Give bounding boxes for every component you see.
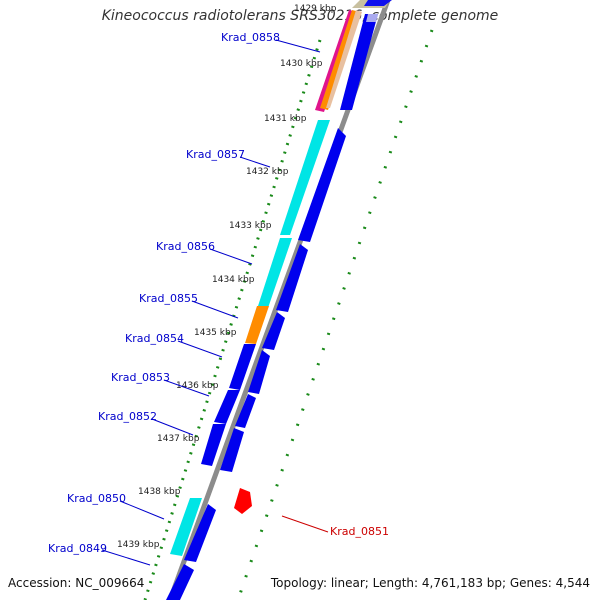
cds-krad0852	[220, 428, 244, 472]
gene-label[interactable]: Krad_0853	[111, 371, 170, 384]
gene-label[interactable]: Krad_0851	[330, 525, 389, 538]
gene-label[interactable]: Krad_0854	[125, 332, 184, 345]
cds-krad0851-reverse	[234, 488, 252, 514]
cds-krad0855	[262, 312, 285, 350]
cds-krad0853	[235, 394, 256, 428]
tick-label: 1431 kbp	[264, 114, 307, 124]
cog-block-krad0858-beige	[326, 10, 362, 108]
gene-labels: Krad_0858 Krad_0857 Krad_0856 Krad_0855 …	[48, 31, 389, 555]
kbp-tick-labels: 1429 kbp 1430 kbp 1431 kbp 1432 kbp 1433…	[117, 4, 337, 550]
gene-label[interactable]: Krad_0857	[186, 148, 245, 161]
gene-label[interactable]: Krad_0856	[156, 240, 215, 253]
tick-label: 1434 kbp	[212, 275, 255, 285]
tick-label: 1430 kbp	[280, 59, 323, 69]
gene-label[interactable]: Krad_0858	[221, 31, 280, 44]
gene-label[interactable]: Krad_0849	[48, 542, 107, 555]
cog-block-krad0855	[245, 306, 269, 344]
cds-krad0854	[248, 350, 270, 394]
accession-label: Accession: NC_009664	[8, 576, 145, 590]
cog-block-krad0850	[170, 498, 202, 556]
gene-leader-line-krad0851	[281, 515, 329, 533]
cog-block-krad0853	[214, 390, 240, 424]
gene-label[interactable]: Krad_0852	[98, 410, 157, 423]
cds-krad0849	[166, 564, 194, 600]
gene-label[interactable]: Krad_0855	[139, 292, 198, 305]
cog-block-krad0854	[229, 344, 256, 390]
tick-label: 1436 kbp	[176, 381, 219, 391]
tick-label: 1435 kbp	[194, 328, 237, 338]
tick-label: 1429 kbp	[294, 4, 337, 14]
top-cds-feature	[364, 0, 392, 6]
cds-krad0856	[276, 244, 308, 312]
topology-label: Topology: linear; Length: 4,761,183 bp; …	[270, 576, 590, 590]
tick-label: 1433 kbp	[229, 221, 272, 231]
cog-block-krad0857	[280, 120, 330, 235]
cds-krad0850	[184, 504, 216, 562]
tick-label: 1438 kbp	[138, 487, 181, 497]
cog-block-krad0856	[258, 238, 292, 308]
cds-krad0858-arrowhead	[366, 14, 378, 22]
cds-krad0857	[298, 128, 346, 242]
scale-track-inner	[143, 39, 322, 600]
gene-label[interactable]: Krad_0850	[67, 492, 126, 505]
cds-krad0858	[340, 14, 378, 110]
tick-label: 1437 kbp	[157, 434, 200, 444]
gene-leader-lines	[101, 39, 321, 566]
tick-label: 1439 kbp	[117, 540, 160, 550]
cog-block-krad0852	[201, 424, 226, 466]
map-title: Kineococcus radiotolerans SRS30216, comp…	[101, 8, 499, 24]
tick-label: 1432 kbp	[246, 167, 289, 177]
